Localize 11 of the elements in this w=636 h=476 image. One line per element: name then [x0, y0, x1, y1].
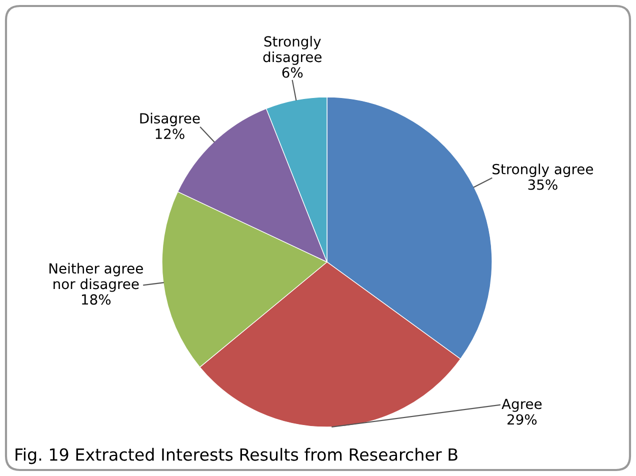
slice-label: Neither agree nor disagree [49, 262, 143, 292]
data-label: 6% [282, 67, 303, 78]
slice-label: Disagree [140, 112, 200, 126]
data-label: 18% [82, 294, 111, 305]
slice-label: Strongly disagree [263, 36, 322, 65]
slice-label: Strongly agree [492, 164, 594, 178]
caption: Fig. 19 Extracted Interests Results from Researcher B [16, 448, 458, 464]
data-label: 35% [528, 179, 558, 190]
data-label: 29% [508, 414, 537, 425]
data-label: 12% [156, 128, 184, 140]
slice-label: Agree [502, 398, 542, 412]
